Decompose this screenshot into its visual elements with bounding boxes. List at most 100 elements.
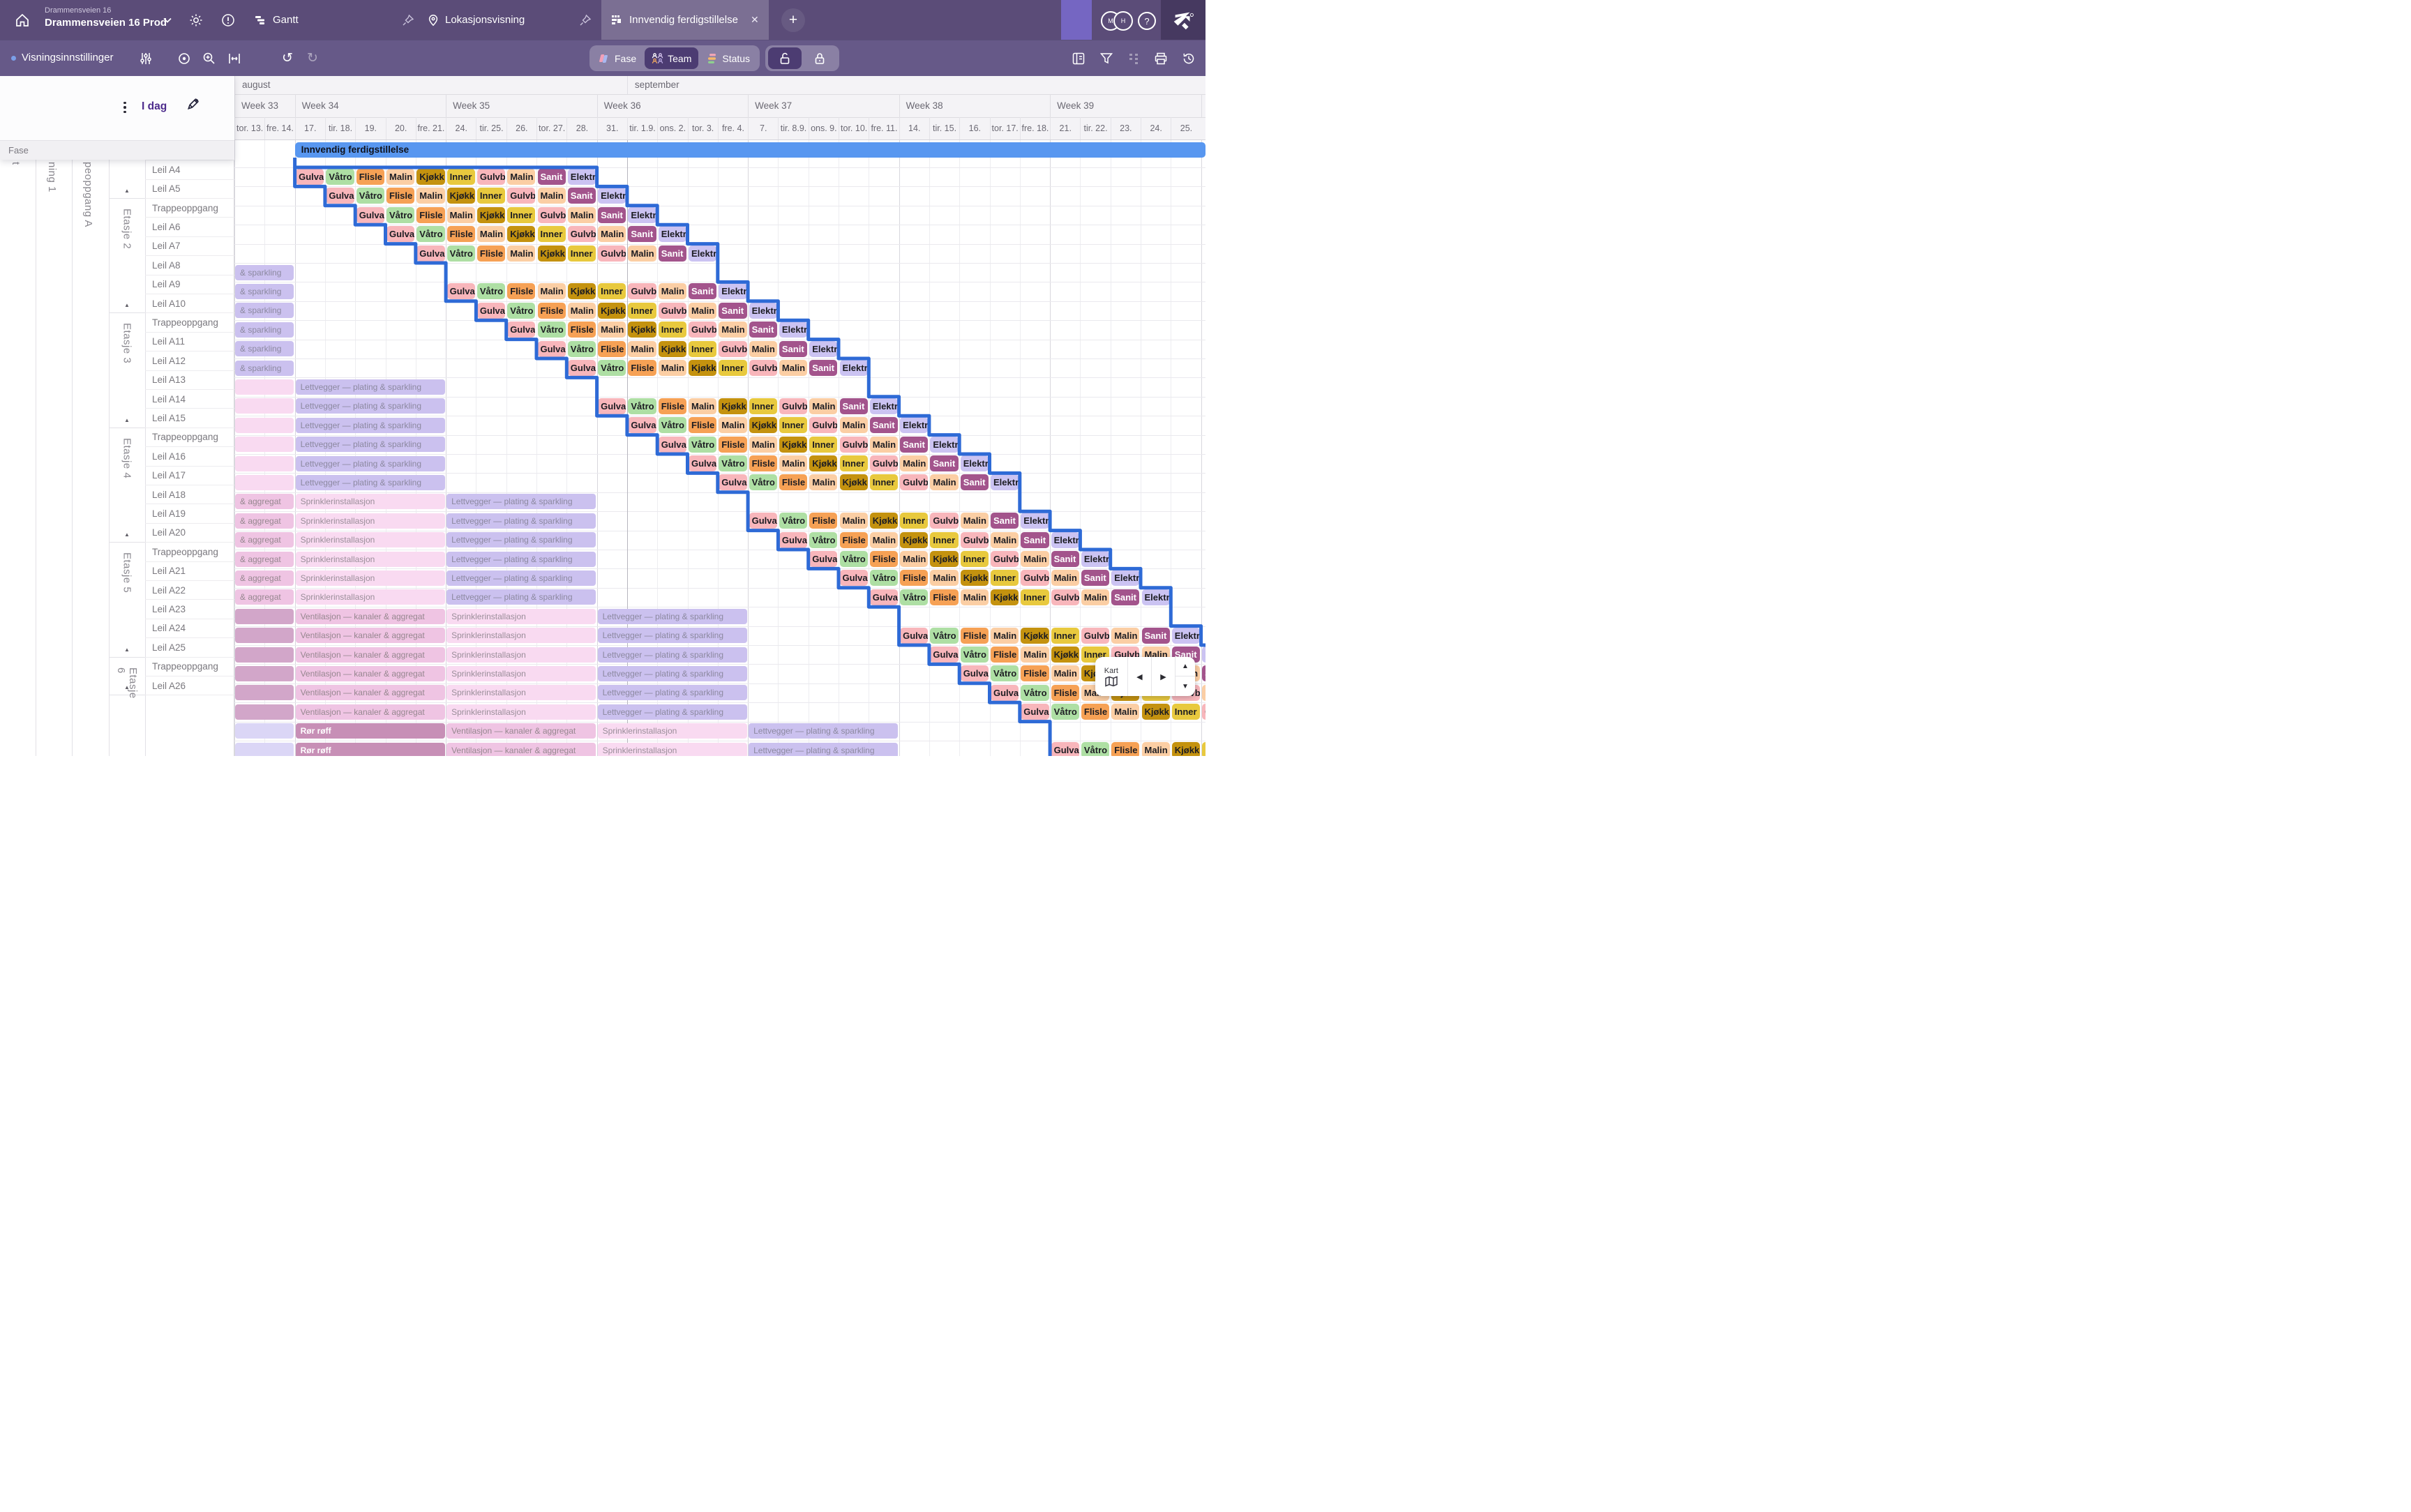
row-label[interactable]: Trappeoppgang	[145, 428, 234, 448]
phase-bar[interactable]: Lettvegger — plating & sparkling	[597, 628, 747, 644]
task-chip[interactable]: Malin	[658, 283, 686, 300]
task-chip[interactable]: Elektr	[1111, 570, 1140, 587]
close-tab-icon[interactable]: ✕	[750, 14, 759, 25]
scroll-up-button[interactable]: ▲	[1176, 657, 1195, 676]
phase-bar[interactable]: Sprinklerinstallasjon	[295, 494, 445, 510]
task-chip[interactable]: Inner	[658, 322, 686, 338]
task-chip[interactable]: Kjøkk	[689, 360, 717, 376]
columns-settings-icon[interactable]	[1127, 52, 1140, 65]
chevron-down-icon[interactable]	[163, 17, 172, 24]
settings-gear-icon[interactable]	[186, 0, 206, 40]
phase-bar[interactable]: Lettvegger — plating & sparkling	[295, 474, 445, 490]
row-label[interactable]: Leil A8	[145, 256, 234, 275]
phase-bar[interactable]: Lettvegger — plating & sparkling	[446, 570, 596, 586]
phase-bar[interactable]	[235, 417, 294, 433]
task-chip[interactable]: Malin	[567, 206, 596, 223]
phase-bar[interactable]: Rør røff	[295, 723, 445, 739]
task-chip[interactable]: Flisle	[537, 302, 566, 319]
phase-bar[interactable]: Lettvegger — plating & sparkling	[597, 647, 747, 663]
task-chip[interactable]: Malin	[689, 398, 717, 414]
row-label[interactable]: Leil A13	[145, 371, 234, 390]
task-chip[interactable]: Flisle	[567, 322, 596, 338]
mode-fase-button[interactable]: Fase	[592, 47, 643, 69]
task-chip[interactable]: Malin	[537, 283, 566, 300]
task-chip[interactable]: Malin	[719, 322, 747, 338]
row-label[interactable]: Leil A5	[145, 180, 234, 199]
collapse-floor-icon[interactable]: ▲	[124, 646, 130, 653]
task-chip[interactable]: Malin	[991, 627, 1019, 644]
lock-button[interactable]	[803, 47, 836, 69]
row-label[interactable]: Leil A14	[145, 390, 234, 409]
task-chip[interactable]: Sanit	[537, 169, 566, 185]
task-chip[interactable]: Gulva	[658, 436, 686, 453]
row-label[interactable]: Trappeoppgang	[145, 658, 234, 676]
task-chip[interactable]: Malin	[749, 340, 777, 357]
task-chip[interactable]: Våtro	[658, 417, 686, 434]
phase-bar[interactable]: Sprinklerinstallasjon	[295, 532, 445, 548]
task-chip[interactable]: Gulva	[386, 226, 415, 243]
task-chip[interactable]: Kjøkk	[416, 169, 445, 185]
phase-bar[interactable]	[235, 474, 294, 490]
collapse-floor-icon[interactable]: ▲	[124, 302, 130, 309]
task-chip[interactable]: Malin	[869, 436, 899, 453]
task-chip[interactable]: Kjøkk	[567, 283, 596, 300]
task-chip[interactable]: Flisle	[1051, 684, 1079, 701]
task-chip[interactable]: Elektr	[839, 360, 868, 376]
task-chip[interactable]: Gulva	[749, 513, 777, 529]
task-chip[interactable]: Elektr	[1171, 627, 1201, 644]
row-label[interactable]: Leil A16	[145, 447, 234, 467]
task-chip[interactable]: Malin	[628, 245, 656, 262]
filter-icon[interactable]	[1099, 52, 1113, 66]
phase-bar[interactable]: & sparkling	[235, 322, 294, 338]
task-chip[interactable]: Inner	[507, 206, 536, 223]
task-chip[interactable]: Gulvb	[1051, 589, 1079, 605]
task-chip[interactable]: Kjøkk	[1141, 704, 1170, 720]
row-label[interactable]: Trappeoppgang	[145, 313, 234, 333]
phase-bar[interactable]: Sprinklerinstallasjon	[597, 723, 747, 739]
task-chip[interactable]: Malin	[1111, 704, 1140, 720]
task-chip[interactable]: Kjøkk	[839, 474, 868, 491]
task-chip[interactable]: Malin	[1141, 742, 1170, 756]
row-label[interactable]: Trappeoppgang	[145, 543, 234, 562]
add-tab-button[interactable]: +	[781, 8, 805, 32]
phase-bar[interactable]: Sprinklerinstallasjon	[446, 628, 596, 644]
task-chip[interactable]: Kjøkk	[930, 551, 959, 567]
task-chip[interactable]: Gulva	[991, 684, 1019, 701]
phase-bar[interactable]: Sprinklerinstallasjon	[295, 589, 445, 605]
task-chip[interactable]: Våtro	[930, 627, 959, 644]
task-chip[interactable]: Kjøkk	[1051, 647, 1079, 663]
phase-summary-bar[interactable]: Innvendig ferdigstillelse	[294, 142, 1206, 158]
task-chip[interactable]: Flisle	[960, 627, 989, 644]
task-chip[interactable]: Sanit	[900, 436, 929, 453]
phase-bar[interactable]: Ventilasjon — kanaler & aggregat	[295, 665, 445, 681]
row-label[interactable]: Leil A23	[145, 600, 234, 619]
task-chip[interactable]: Malin	[809, 474, 838, 491]
history-icon[interactable]	[1182, 52, 1196, 66]
phase-bar[interactable]	[235, 379, 294, 395]
task-chip[interactable]: Inner	[1171, 704, 1201, 720]
task-chip[interactable]: Sanit	[1021, 531, 1049, 548]
task-chip[interactable]: Våtro	[779, 513, 808, 529]
phase-bar[interactable]: & sparkling	[235, 264, 294, 280]
task-chip[interactable]: Flisle	[839, 531, 868, 548]
task-chip[interactable]: Gulvb	[719, 340, 747, 357]
task-chip[interactable]: Gulva	[1051, 742, 1079, 756]
row-label[interactable]: Leil A24	[145, 619, 234, 639]
task-chip[interactable]: Gulvb	[507, 188, 536, 204]
task-chip[interactable]: Gulva	[779, 531, 808, 548]
task-chip[interactable]: Malin	[869, 531, 899, 548]
task-chip[interactable]: Inner	[779, 417, 808, 434]
task-chip[interactable]: Våtro	[326, 169, 354, 185]
task-chip[interactable]: Sanit	[809, 360, 838, 376]
task-chip[interactable]: Flisle	[386, 188, 415, 204]
task-chip[interactable]: Malin	[567, 302, 596, 319]
task-chip[interactable]: Malin	[416, 188, 445, 204]
task-chip[interactable]: Våtro	[416, 226, 445, 243]
task-chip[interactable]: Våtro	[356, 188, 384, 204]
row-label[interactable]: Leil A25	[145, 638, 234, 658]
task-chip[interactable]: Sanit	[869, 417, 899, 434]
task-chip[interactable]: Malin	[809, 398, 838, 414]
task-chip[interactable]: Malin	[386, 169, 415, 185]
task-chip[interactable]: Inner	[960, 551, 989, 567]
phase-bar[interactable]: Lettvegger — plating & sparkling	[749, 742, 899, 756]
